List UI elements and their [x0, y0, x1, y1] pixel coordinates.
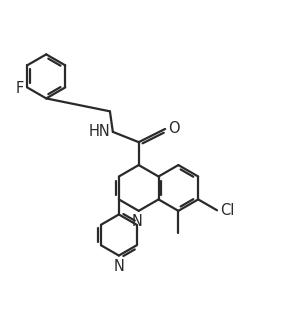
Text: N: N — [132, 214, 143, 229]
Text: HN: HN — [89, 124, 111, 139]
Text: Cl: Cl — [220, 203, 234, 218]
Text: F: F — [15, 82, 24, 96]
Text: O: O — [168, 121, 180, 136]
Text: N: N — [113, 259, 124, 274]
